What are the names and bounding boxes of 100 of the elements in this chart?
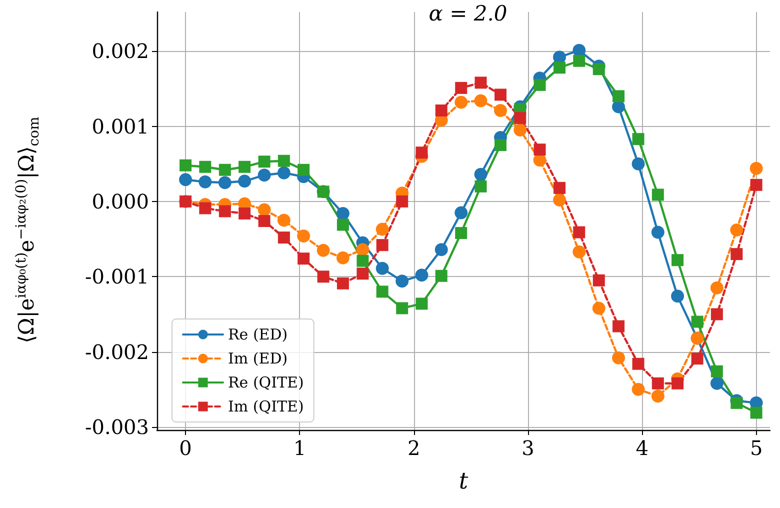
- legend-label: Re (QITE): [228, 374, 304, 392]
- point: [533, 154, 546, 167]
- point: [455, 227, 468, 240]
- point: [572, 44, 586, 57]
- point: [553, 50, 566, 64]
- point: [672, 254, 684, 266]
- point: [612, 320, 625, 332]
- y-tick-label: 0.000: [92, 189, 149, 214]
- point: [573, 54, 586, 67]
- x-tick-label: 0: [179, 436, 192, 460]
- y-tick-label: -0.001: [84, 264, 149, 289]
- point: [396, 302, 408, 314]
- x-tick-label: 3: [522, 436, 534, 460]
- point: [514, 112, 526, 124]
- point: [396, 195, 408, 208]
- point: [612, 351, 626, 364]
- point: [278, 232, 290, 244]
- point: [376, 239, 388, 252]
- point: [672, 377, 684, 390]
- point: [278, 154, 290, 167]
- point: [691, 352, 704, 365]
- x-tick-label: 4: [636, 436, 649, 460]
- point: [750, 406, 762, 419]
- point: [514, 124, 527, 137]
- point: [730, 224, 744, 237]
- point: [277, 166, 290, 180]
- point: [376, 262, 389, 275]
- point: [376, 222, 389, 236]
- point: [199, 202, 212, 214]
- point: [179, 173, 192, 186]
- point: [651, 390, 664, 403]
- y-tick-label: 0.001: [92, 114, 149, 138]
- point: [356, 254, 369, 267]
- point: [730, 396, 743, 409]
- point: [710, 281, 724, 294]
- point: [474, 180, 487, 192]
- point: [218, 164, 231, 176]
- point: [554, 62, 566, 74]
- point: [238, 207, 251, 220]
- point: [632, 382, 645, 396]
- point: [199, 160, 212, 173]
- point: [416, 298, 428, 310]
- y-tick-label: -0.002: [84, 340, 149, 364]
- point: [651, 226, 664, 239]
- y-tick-label: 0.002: [92, 39, 149, 64]
- point: [317, 270, 330, 283]
- point: [534, 78, 546, 91]
- point: [632, 358, 644, 370]
- point: [730, 248, 743, 260]
- point: [396, 274, 409, 288]
- point: [632, 157, 645, 170]
- point: [238, 174, 252, 188]
- point: [258, 215, 270, 227]
- point: [258, 156, 270, 168]
- point: [592, 302, 606, 315]
- point: [632, 133, 644, 146]
- point: [415, 268, 428, 282]
- point: [277, 214, 290, 227]
- point: [652, 188, 664, 201]
- point: [612, 100, 626, 114]
- point: [336, 206, 350, 220]
- point: [494, 104, 507, 117]
- point: [198, 175, 212, 188]
- point: [710, 365, 723, 378]
- point: [180, 159, 192, 172]
- point: [750, 178, 762, 191]
- chart-title: α = 2.0: [428, 2, 508, 26]
- point: [297, 230, 310, 243]
- point: [474, 76, 487, 89]
- legend-label: Im (ED): [228, 350, 288, 368]
- point: [435, 104, 448, 116]
- point: [554, 182, 566, 194]
- point: [553, 193, 566, 206]
- point: [416, 146, 428, 159]
- point: [435, 270, 448, 282]
- point: [258, 168, 271, 182]
- point: [710, 376, 724, 390]
- point: [336, 218, 349, 231]
- point: [434, 243, 448, 256]
- point: [376, 286, 388, 298]
- point: [592, 63, 605, 76]
- x-tick-label: 2: [407, 436, 420, 460]
- point: [356, 243, 370, 256]
- point: [592, 274, 605, 286]
- point: [494, 139, 506, 152]
- point: [671, 290, 684, 303]
- point: [298, 252, 310, 265]
- point: [298, 164, 310, 176]
- legend-label: Re (ED): [228, 326, 288, 344]
- point: [218, 176, 232, 190]
- point: [573, 226, 586, 238]
- x-axis-title: t: [458, 468, 469, 494]
- point: [454, 206, 468, 220]
- x-tick-label: 1: [293, 436, 306, 460]
- point: [474, 168, 488, 181]
- point: [336, 251, 350, 264]
- point: [534, 144, 546, 156]
- point: [316, 244, 330, 257]
- point: [474, 94, 488, 108]
- point: [356, 268, 369, 280]
